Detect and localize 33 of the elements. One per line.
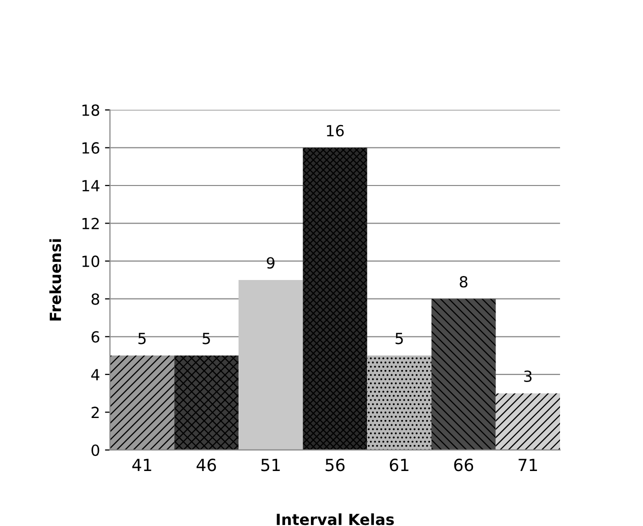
y-tick-label: 8 [92, 293, 100, 305]
data-label: 5 [202, 332, 210, 344]
y-tick-label: 0 [92, 444, 100, 456]
bar [431, 298, 496, 450]
y-tick-label: 14 [82, 180, 100, 192]
y-tick-label: 4 [91, 369, 100, 380]
y-tick-label: 18 [82, 104, 100, 116]
y-tick-label: 6 [92, 331, 100, 343]
bar [302, 148, 368, 450]
x-tick-label: 51 [261, 458, 280, 472]
bar [174, 356, 239, 450]
y-tick-label: 16 [82, 142, 100, 154]
data-label: 16 [326, 124, 344, 136]
y-axis-title: Frekuensi [49, 239, 62, 321]
data-label: 5 [396, 332, 403, 344]
bar [238, 280, 303, 450]
x-tick-label: 56 [326, 458, 345, 472]
data-label: 3 [524, 370, 532, 382]
x-tick-label: 66 [454, 458, 474, 472]
x-tick-label: 41 [132, 458, 152, 471]
data-label: 8 [460, 276, 468, 288]
data-label: 5 [138, 332, 146, 344]
x-tick-label: 71 [518, 458, 537, 471]
x-tick-label: 61 [390, 458, 408, 472]
bar [110, 356, 174, 450]
data-label: 9 [266, 257, 274, 269]
y-tick-label: 10 [82, 256, 100, 268]
y-tick-label: 12 [82, 218, 99, 230]
bar [496, 393, 560, 450]
x-axis-title: Interval Kelas [276, 513, 394, 526]
y-tick-label: 2 [92, 406, 99, 418]
bar [367, 356, 432, 450]
x-tick-label: 46 [196, 458, 216, 472]
